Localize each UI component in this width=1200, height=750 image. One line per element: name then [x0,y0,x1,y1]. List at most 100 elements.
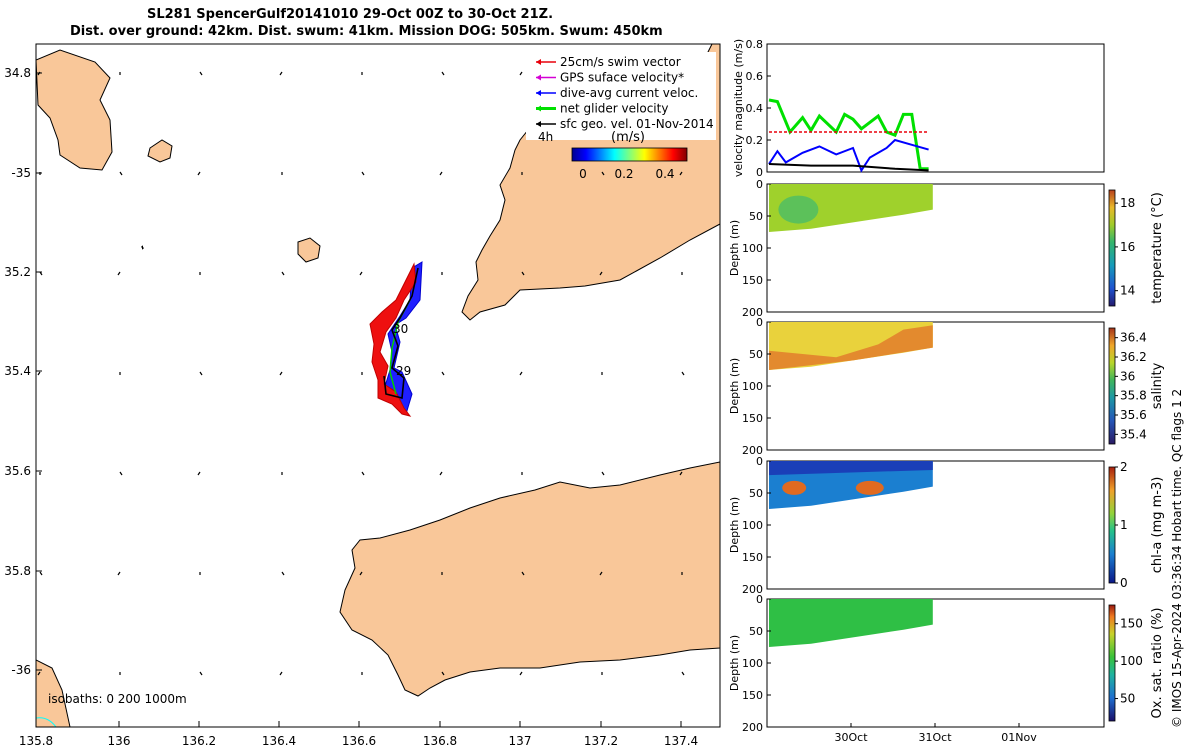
geo-velocity-arrow [197,471,201,476]
depth-ylabel: Depth (m) [728,358,741,414]
map-x-tick-label: 137 [509,734,532,748]
colorbar-tick-label: 36 [1120,369,1135,383]
geo-velocity-arrow [519,71,523,76]
geo-velocity-arrow [361,471,365,476]
profile-colorbar [1108,327,1116,445]
map-colorbar-tick-label: 0 [579,167,587,181]
map-colorbar-tick-label: 0.2 [614,167,633,181]
isobaths-label: isobaths: 0 200 1000m [48,692,187,706]
profile-variable-label: Ox. sat. ratio (%) [1150,608,1165,719]
geo-velocity-arrow [439,171,443,176]
time-tick-label: 01Nov [1001,731,1037,744]
map-y-tick-label: 34.8 [4,66,31,80]
profile-colorbar [1108,189,1116,307]
geo-velocity-arrow [119,471,123,476]
depth-tick-label: 150 [742,412,763,425]
legend-arrowhead [536,105,541,112]
geo-velocity-arrow [119,171,123,176]
velocity-y-tick-label: 0 [756,166,763,179]
chl-maximum [855,480,884,495]
land-small-island-1 [147,139,173,163]
map-y-tick-label: 35.4 [4,364,31,378]
geo-velocity-arrow [359,271,363,276]
colorbar-tick-label: 35.4 [1120,427,1147,441]
profile-variable-label: salinity [1150,362,1165,409]
geo-velocity-arrow [117,571,121,576]
profile-deep-layer [769,325,933,370]
depth-tick-label: 100 [742,657,763,670]
profile-panel: 0 50 100 150 200 Depth (m) 0 1 2 chl-a (mg m-3) [728,455,1165,596]
velocity-y-tick-label: 0.8 [746,38,764,51]
velocity-y-tick-label: 0.4 [746,102,764,115]
geo-velocity-arrow [679,171,683,176]
profile-patch [778,195,819,224]
velocity-ylabel: velocity magnitude (m/s) [732,39,745,177]
profile-variable-label: temperature (°C) [1150,192,1165,304]
depth-tick-label: 100 [742,519,763,532]
velocity-series [768,98,929,173]
geo-velocity-arrow [197,171,201,176]
depth-tick-label: 100 [742,242,763,255]
depth-tick-label: 50 [749,625,763,638]
geo-velocity-arrow [281,271,285,276]
map-x-tick-label: 136.6 [342,734,376,748]
glider-track-swim [369,262,417,417]
velocity-y-axis: 0 0.2 0.4 0.6 0.8 [746,38,771,179]
geo-velocity-arrow [679,471,683,476]
geo-velocity-arrow [199,671,203,676]
map-x-tick-label: 135.8 [19,734,53,748]
profile-data-field [769,599,933,647]
map-colorbar-tick-label: 0.4 [655,167,674,181]
geo-velocity-arrow [279,671,283,676]
map-frame [35,43,721,728]
depth-tick-label: 200 [742,583,763,596]
map-x-tick-label: 137.2 [584,734,618,748]
colorbar-tick-label: 0 [1120,576,1128,590]
map-y-tick-label: -36 [11,663,31,677]
depth-tick-label: 200 [742,444,763,457]
velocity-panel: 0 0.2 0.4 0.6 0.8 velocity magnitude (m/s) [732,38,1105,179]
geo-velocity-arrow [199,371,203,376]
credit-line: © IMOS 15-Apr-2024 03:36:34 Hobart time.… [1170,388,1184,728]
depth-tick-label: 50 [749,210,763,223]
map-y-axis: 34.8 -35 35.2 35.4 35.6 35.8 -36 [4,66,42,677]
chl-maximum [782,480,807,495]
colorbar-tick-label: 150 [1120,617,1143,631]
profile-surface-layer [769,461,933,476]
day-label-29: 29 [396,364,411,378]
depth-tick-label: 150 [742,274,763,287]
title-line-1: SL281 SpencerGulf20141010 29-Oct 00Z to … [146,7,554,22]
velocity-series-line [768,98,929,171]
colorbar-tick-label: 1 [1120,518,1128,532]
geo-velocity-arrow [361,171,365,176]
velocity-y-tick-label: 0.6 [746,70,764,83]
geo-velocity-arrows [37,71,685,676]
geo-velocity-arrow [441,71,445,76]
glider-track-dive-avg [381,261,423,415]
legend-box [526,52,716,140]
map-x-tick-label: 136.4 [262,734,296,748]
geo-velocity-arrow [519,671,523,676]
legend-label: 25cm/s swim vector [560,55,681,69]
geo-velocity-arrow [441,671,445,676]
geo-velocity-arrow [37,371,41,376]
colorbar-tick-label: 16 [1120,240,1135,254]
profile-panel: 0 50 100 150 200 Depth (m) 35.4 35.6 35.8 36 36.2 3… [728,316,1165,457]
depth-tick-label: 200 [742,721,763,734]
profile-panel: 0 50 100 150 200 Depth (m) 14 16 18 temperature (… [728,178,1165,319]
depth-tick-label: 0 [756,593,763,606]
time-tick-label: 31Oct [918,731,952,744]
depth-tick-label: 200 [742,306,763,319]
day-label-30: 30 [393,322,408,336]
legend-arrowhead [536,59,541,65]
colorbar-tick-label: 50 [1120,692,1135,706]
depth-tick-label: 50 [749,487,763,500]
geo-velocity-arrow [279,71,283,76]
depth-tick-label: 150 [742,689,763,702]
legend-label: dive-avg current veloc. [560,86,698,100]
geo-velocity-arrow [439,471,443,476]
land-small-island-2 [297,237,321,263]
legend-arrowhead [536,90,541,96]
map-colorbar [571,147,688,162]
geo-velocity-arrow [521,271,525,276]
